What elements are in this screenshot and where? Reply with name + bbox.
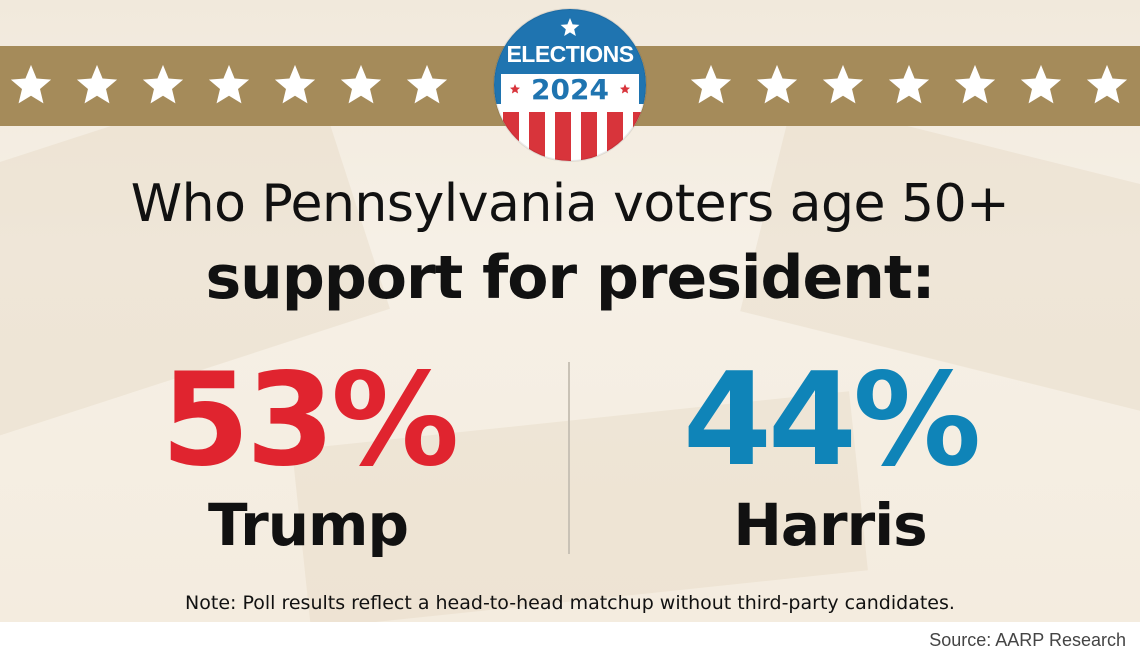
star-icon — [76, 64, 118, 104]
badge-elections-text: ELECTIONS — [506, 41, 633, 67]
star-icon — [10, 64, 52, 104]
badge-star-icon — [560, 18, 580, 36]
star-icon — [756, 64, 798, 104]
badge-small-star-icon — [510, 84, 520, 94]
headline-line2: support for president: — [205, 243, 935, 313]
results-divider — [568, 362, 570, 554]
badge-year-text: 2024 — [531, 73, 609, 106]
star-icon — [1086, 64, 1128, 104]
result-harris: 44% Harris — [580, 352, 1080, 560]
star-icon — [406, 64, 448, 104]
result-trump: 53% Trump — [58, 352, 558, 560]
star-icon — [274, 64, 316, 104]
star-icon — [1020, 64, 1062, 104]
badge-small-star-icon — [620, 84, 630, 94]
star-icon — [208, 64, 250, 104]
harris-percent: 44% — [682, 346, 981, 495]
star-icon — [690, 64, 732, 104]
elections-2024-badge: ELECTIONS 2024 — [493, 8, 647, 162]
headline-line1: Who Pennsylvania voters age 50+ — [130, 174, 1010, 234]
headline: Who Pennsylvania voters age 50+ support … — [0, 170, 1140, 318]
star-row-left — [8, 46, 458, 126]
star-icon — [822, 64, 864, 104]
star-icon — [954, 64, 996, 104]
star-icon — [142, 64, 184, 104]
harris-name: Harris — [733, 491, 927, 559]
star-icon — [340, 64, 382, 104]
poll-note: Note: Poll results reflect a head-to-hea… — [185, 592, 955, 614]
star-row-right — [688, 46, 1138, 126]
trump-percent: 53% — [160, 346, 459, 495]
star-icon — [888, 64, 930, 104]
infographic-card: ELECTIONS 2024 Who Pennsylvania voters a… — [0, 0, 1140, 622]
source-credit: Source: AARP Research — [929, 630, 1126, 650]
trump-name: Trump — [207, 491, 409, 559]
